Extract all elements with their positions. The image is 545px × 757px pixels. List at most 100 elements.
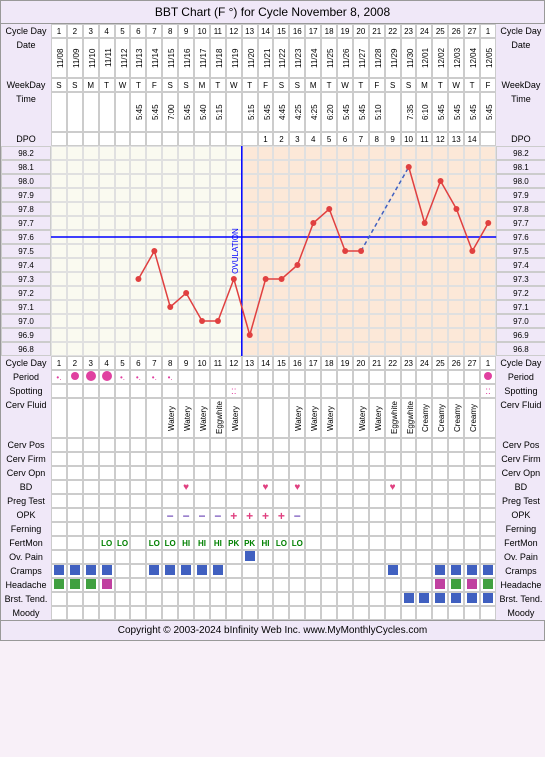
data-cell: 5:45 bbox=[448, 92, 464, 132]
data-cell: :: bbox=[480, 384, 496, 398]
data-cell bbox=[130, 592, 146, 606]
data-cell: 5:45 bbox=[337, 92, 353, 132]
data-cell: M bbox=[194, 78, 210, 92]
data-cell: 21 bbox=[369, 356, 385, 370]
data-cell bbox=[401, 578, 417, 592]
data-cell bbox=[305, 494, 321, 508]
data-cell: 12/04 bbox=[464, 38, 480, 78]
data-cell bbox=[432, 452, 448, 466]
data-cell: T bbox=[99, 78, 115, 92]
data-cell bbox=[162, 578, 178, 592]
data-cell bbox=[353, 466, 369, 480]
data-cell bbox=[273, 398, 289, 438]
data-cell bbox=[385, 494, 401, 508]
data-cell bbox=[115, 494, 131, 508]
data-cell: :: bbox=[226, 384, 242, 398]
data-cell bbox=[321, 494, 337, 508]
row-label: DPO bbox=[1, 132, 51, 146]
data-cell bbox=[83, 550, 99, 564]
data-cell: 11/20 bbox=[242, 38, 258, 78]
row-label: Brst. Tend. bbox=[1, 592, 51, 606]
data-cell bbox=[448, 564, 464, 578]
data-cell: W bbox=[448, 78, 464, 92]
data-cell bbox=[130, 384, 146, 398]
data-cell bbox=[178, 438, 194, 452]
data-cell: •. bbox=[130, 370, 146, 384]
data-cell bbox=[226, 480, 242, 494]
data-cell bbox=[130, 494, 146, 508]
data-cell bbox=[242, 522, 258, 536]
data-cell bbox=[273, 384, 289, 398]
data-cell bbox=[258, 606, 274, 620]
data-cell: T bbox=[242, 78, 258, 92]
data-cell bbox=[401, 606, 417, 620]
data-cell bbox=[258, 452, 274, 466]
data-cell bbox=[99, 384, 115, 398]
data-cell: Creamy bbox=[432, 398, 448, 438]
data-cell bbox=[385, 606, 401, 620]
data-cell bbox=[353, 480, 369, 494]
data-cell bbox=[67, 370, 83, 384]
data-cell bbox=[369, 508, 385, 522]
data-cell bbox=[289, 564, 305, 578]
data-cell: 7:35 bbox=[401, 92, 417, 132]
data-cell bbox=[305, 564, 321, 578]
data-cell: 5 bbox=[115, 356, 131, 370]
data-cell bbox=[178, 522, 194, 536]
data-cell bbox=[146, 508, 162, 522]
data-cell bbox=[83, 494, 99, 508]
row-label-right: Cycle Day bbox=[496, 356, 545, 370]
data-cell: 12/02 bbox=[432, 38, 448, 78]
data-cell bbox=[258, 592, 274, 606]
data-cell bbox=[337, 536, 353, 550]
data-cell bbox=[464, 494, 480, 508]
data-cell bbox=[210, 452, 226, 466]
data-cell bbox=[353, 522, 369, 536]
data-cell: 11/09 bbox=[67, 38, 83, 78]
data-cell bbox=[448, 452, 464, 466]
data-cell bbox=[464, 452, 480, 466]
temperature-chart: 98.298.298.198.198.098.097.997.997.897.8… bbox=[1, 146, 544, 356]
data-cell: 10 bbox=[194, 356, 210, 370]
data-cell bbox=[480, 592, 496, 606]
data-cell bbox=[242, 592, 258, 606]
mid-section: Cycle Day1234567891011121314151617181920… bbox=[1, 356, 544, 370]
data-cell bbox=[162, 466, 178, 480]
data-cell bbox=[51, 480, 67, 494]
data-cell bbox=[178, 370, 194, 384]
footer: Copyright © 2003-2024 bInfinity Web Inc.… bbox=[1, 620, 544, 640]
data-cell bbox=[99, 564, 115, 578]
data-cell bbox=[242, 132, 258, 146]
data-cell: 11/22 bbox=[273, 38, 289, 78]
data-cell bbox=[305, 522, 321, 536]
data-cell: 12 bbox=[432, 132, 448, 146]
data-cell: ♥ bbox=[385, 480, 401, 494]
row-label: FertMon bbox=[1, 536, 51, 550]
data-cell bbox=[210, 564, 226, 578]
data-cell: M bbox=[83, 78, 99, 92]
data-cell bbox=[83, 536, 99, 550]
data-cell bbox=[432, 536, 448, 550]
data-cell: 24 bbox=[416, 356, 432, 370]
data-cell bbox=[305, 592, 321, 606]
data-cell bbox=[353, 438, 369, 452]
data-cell bbox=[99, 480, 115, 494]
data-cell: 5:10 bbox=[369, 92, 385, 132]
data-cell bbox=[146, 132, 162, 146]
row-label-right: Preg Test bbox=[496, 494, 545, 508]
data-cell bbox=[353, 370, 369, 384]
data-cell: Eggwhite bbox=[210, 398, 226, 438]
data-cell bbox=[242, 494, 258, 508]
data-cell: HI bbox=[210, 536, 226, 550]
data-cell: 26 bbox=[448, 24, 464, 38]
data-cell bbox=[99, 452, 115, 466]
data-cell bbox=[99, 508, 115, 522]
data-cell bbox=[385, 578, 401, 592]
data-cell bbox=[369, 564, 385, 578]
data-cell bbox=[51, 132, 67, 146]
data-cell bbox=[353, 384, 369, 398]
row-label: Spotting bbox=[1, 384, 51, 398]
data-cell: •. bbox=[162, 370, 178, 384]
data-cell bbox=[83, 578, 99, 592]
data-cell bbox=[178, 592, 194, 606]
